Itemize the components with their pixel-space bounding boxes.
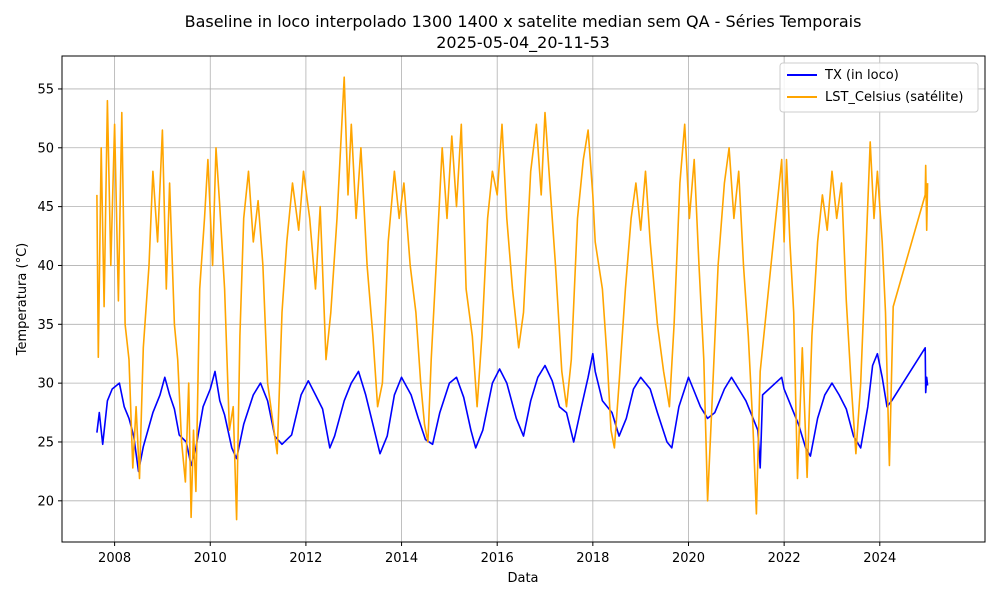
legend: TX (in loco) LST_Celsius (satélite) <box>779 62 979 113</box>
y-axis-label: Temperatura (°C) <box>15 243 30 356</box>
legend-label-lst: LST_Celsius (satélite) <box>825 90 963 105</box>
x-tick-label: 2022 <box>768 551 801 566</box>
chart-title: Baseline in loco interpolado 1300 1400 x… <box>185 12 862 31</box>
y-axis-ticks: 20 25 30 35 40 45 50 55 <box>37 82 62 509</box>
y-tick-label: 35 <box>37 318 54 333</box>
chart-subtitle: 2025-05-04_20-11-53 <box>436 33 610 53</box>
y-tick-label: 55 <box>37 82 54 97</box>
series-line-tx <box>96 347 929 473</box>
plot-frame <box>61 55 986 543</box>
series-lines <box>96 76 929 521</box>
y-tick-label: 20 <box>37 494 54 509</box>
x-tick-label: 2016 <box>481 551 514 566</box>
x-tick-label: 2020 <box>672 551 705 566</box>
x-tick-label: 2008 <box>98 551 131 566</box>
y-tick-label: 30 <box>37 377 54 392</box>
x-axis-ticks: 2008 2010 2012 2014 2016 2018 2020 2022 2024 <box>98 542 896 566</box>
grid-lines <box>62 56 985 542</box>
x-axis-label: Data <box>507 571 538 586</box>
legend-label-tx: TX (in loco) <box>824 68 899 83</box>
x-tick-label: 2014 <box>385 551 418 566</box>
y-tick-label: 45 <box>37 200 54 215</box>
y-tick-label: 40 <box>37 259 54 274</box>
y-tick-label: 25 <box>37 435 54 450</box>
series-line-lst <box>96 76 929 521</box>
x-tick-label: 2024 <box>863 551 896 566</box>
x-tick-label: 2018 <box>576 551 609 566</box>
legend-box <box>779 62 979 113</box>
y-tick-label: 50 <box>37 141 54 156</box>
x-tick-label: 2010 <box>194 551 227 566</box>
x-tick-label: 2012 <box>289 551 322 566</box>
